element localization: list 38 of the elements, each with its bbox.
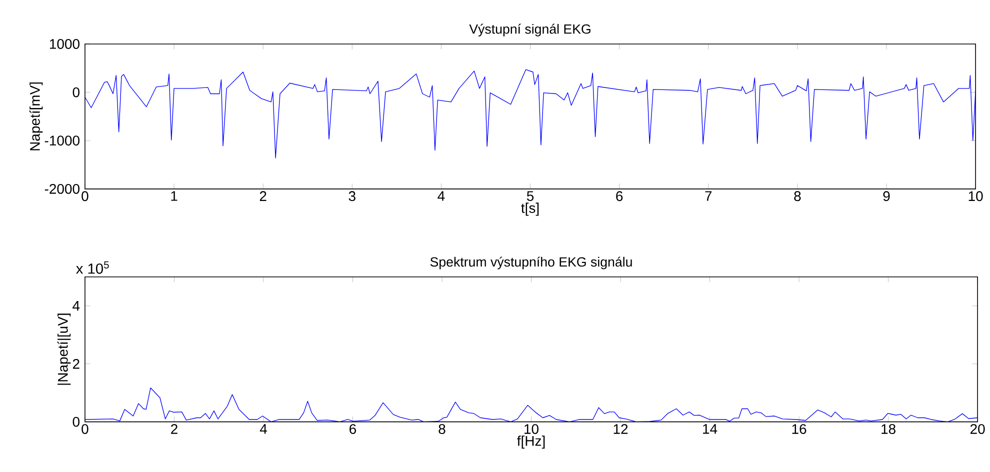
x-tick-label: 4 — [260, 424, 267, 434]
x-tick-label: 0 — [82, 424, 88, 434]
x-tick-label: 6 — [616, 191, 623, 202]
y-tick-label: 0 — [72, 416, 80, 427]
x-tick-label: 16 — [792, 424, 806, 434]
y-tick-label: 4 — [72, 301, 80, 311]
x-tick-label: 9 — [883, 191, 890, 202]
x-axis-title: f[Hz] — [517, 436, 545, 449]
x-tick-label: 18 — [882, 424, 896, 434]
x-tick-label: 8 — [794, 191, 801, 202]
y-axis-title: Napetí[mV] — [29, 82, 43, 150]
x-tick-label: 1 — [171, 191, 178, 201]
x-tick-label: 6 — [350, 424, 356, 434]
x-tick-label: 4 — [438, 191, 445, 201]
line-series — [84, 388, 978, 422]
x-tick-label: 0 — [82, 191, 88, 202]
y-axis-title: |Napetí|[uV] — [57, 314, 71, 385]
chart-title: Spektrum výstupního EKG signálu — [430, 256, 632, 270]
line-series — [84, 69, 976, 158]
y-tick-label: 1000 — [50, 39, 80, 50]
chart-title: Výstupní signál EKG — [469, 24, 590, 36]
x-tick-label: 2 — [171, 424, 178, 434]
x-tick-label: 3 — [348, 191, 356, 202]
y-tick-label: -1000 — [44, 136, 80, 146]
y-tick-label: -2000 — [44, 184, 80, 194]
x-axis-title: t[s] — [521, 202, 539, 216]
x-tick-label: 12 — [614, 424, 628, 434]
x-tick-label: 8 — [438, 424, 446, 434]
x-tick-label: 7 — [705, 191, 712, 201]
x-tick-label: 2 — [260, 191, 266, 202]
x-tick-label: 10 — [524, 424, 538, 434]
text: x 10$^{5}$ — [76, 261, 109, 274]
x-tick-label: 20 — [970, 424, 985, 434]
y-tick-label: 0 — [72, 87, 80, 98]
x-tick-label: 14 — [703, 424, 718, 434]
x-tick-label: 10 — [968, 191, 983, 202]
x-tick-label: 5 — [526, 191, 534, 202]
y-tick-label: 2 — [72, 359, 80, 369]
